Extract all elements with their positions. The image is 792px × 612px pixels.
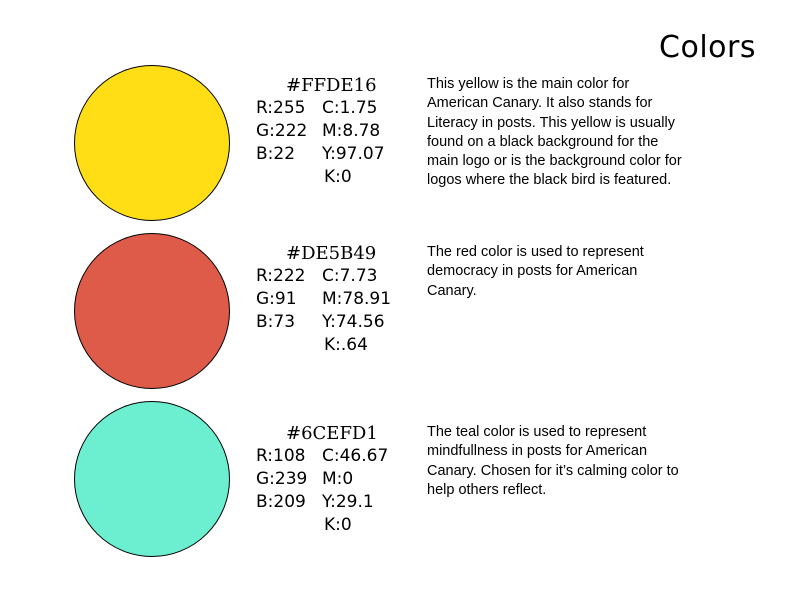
cmyk-c: C:1.75	[322, 98, 378, 118]
color-circle-red	[74, 233, 230, 389]
color-circle-yellow	[74, 65, 230, 221]
rgb-g: G:91	[256, 289, 297, 309]
color-circle-teal	[74, 401, 230, 557]
rgb-b: B:209	[256, 492, 306, 512]
rgb-b: B:73	[256, 312, 296, 332]
rgb-r: R:222	[256, 266, 306, 286]
cmyk-m: M:78.91	[322, 289, 392, 309]
cmyk-m: M:0	[322, 469, 354, 489]
rgb-r: R:108	[256, 446, 306, 466]
color-values: R:255 C:1.75 G:222 M:8.78 B:22 Y:97.07 K:0	[256, 97, 406, 189]
cmyk-c: C:46.67	[322, 446, 389, 466]
color-values: R:222 C:7.73 G:91 M:78.91 B:73 Y:74.56 K:.6…	[256, 265, 406, 357]
swatch-red: #DE5B49 R:222 C:7.73 G:91 M:78.91 B:73 Y:74…	[0, 233, 792, 403]
rgb-g: G:222	[256, 121, 308, 141]
cmyk-k: K:0	[324, 167, 352, 187]
cmyk-y: Y:29.1	[322, 492, 374, 512]
cmyk-c: C:7.73	[322, 266, 378, 286]
cmyk-m: M:8.78	[322, 121, 381, 141]
cmyk-y: Y:97.07	[322, 144, 385, 164]
hex-code: #6CEFD1	[286, 423, 378, 444]
cmyk-k: K:0	[324, 515, 352, 535]
rgb-g: G:239	[256, 469, 308, 489]
color-description: This yellow is the main color for Americ…	[427, 76, 682, 189]
color-values: R:108 C:46.67 G:239 M:0 B:209 Y:29.1 K:0	[256, 445, 406, 537]
hex-code: #DE5B49	[286, 243, 377, 264]
cmyk-y: Y:74.56	[322, 312, 385, 332]
rgb-r: R:255	[256, 98, 306, 118]
swatch-yellow: #FFDE16 R:255 C:1.75 G:222 M:8.78 B:22 Y:97…	[0, 65, 792, 235]
rgb-b: B:22	[256, 144, 296, 164]
color-description: The teal color is used to represent mind…	[427, 424, 679, 498]
swatch-teal: #6CEFD1 R:108 C:46.67 G:239 M:0 B:209 Y:29.…	[0, 401, 792, 571]
color-description: The red color is used to represent democ…	[427, 244, 644, 299]
cmyk-k: K:.64	[324, 335, 368, 355]
page-title: Colors	[659, 30, 756, 65]
hex-code: #FFDE16	[286, 75, 377, 96]
